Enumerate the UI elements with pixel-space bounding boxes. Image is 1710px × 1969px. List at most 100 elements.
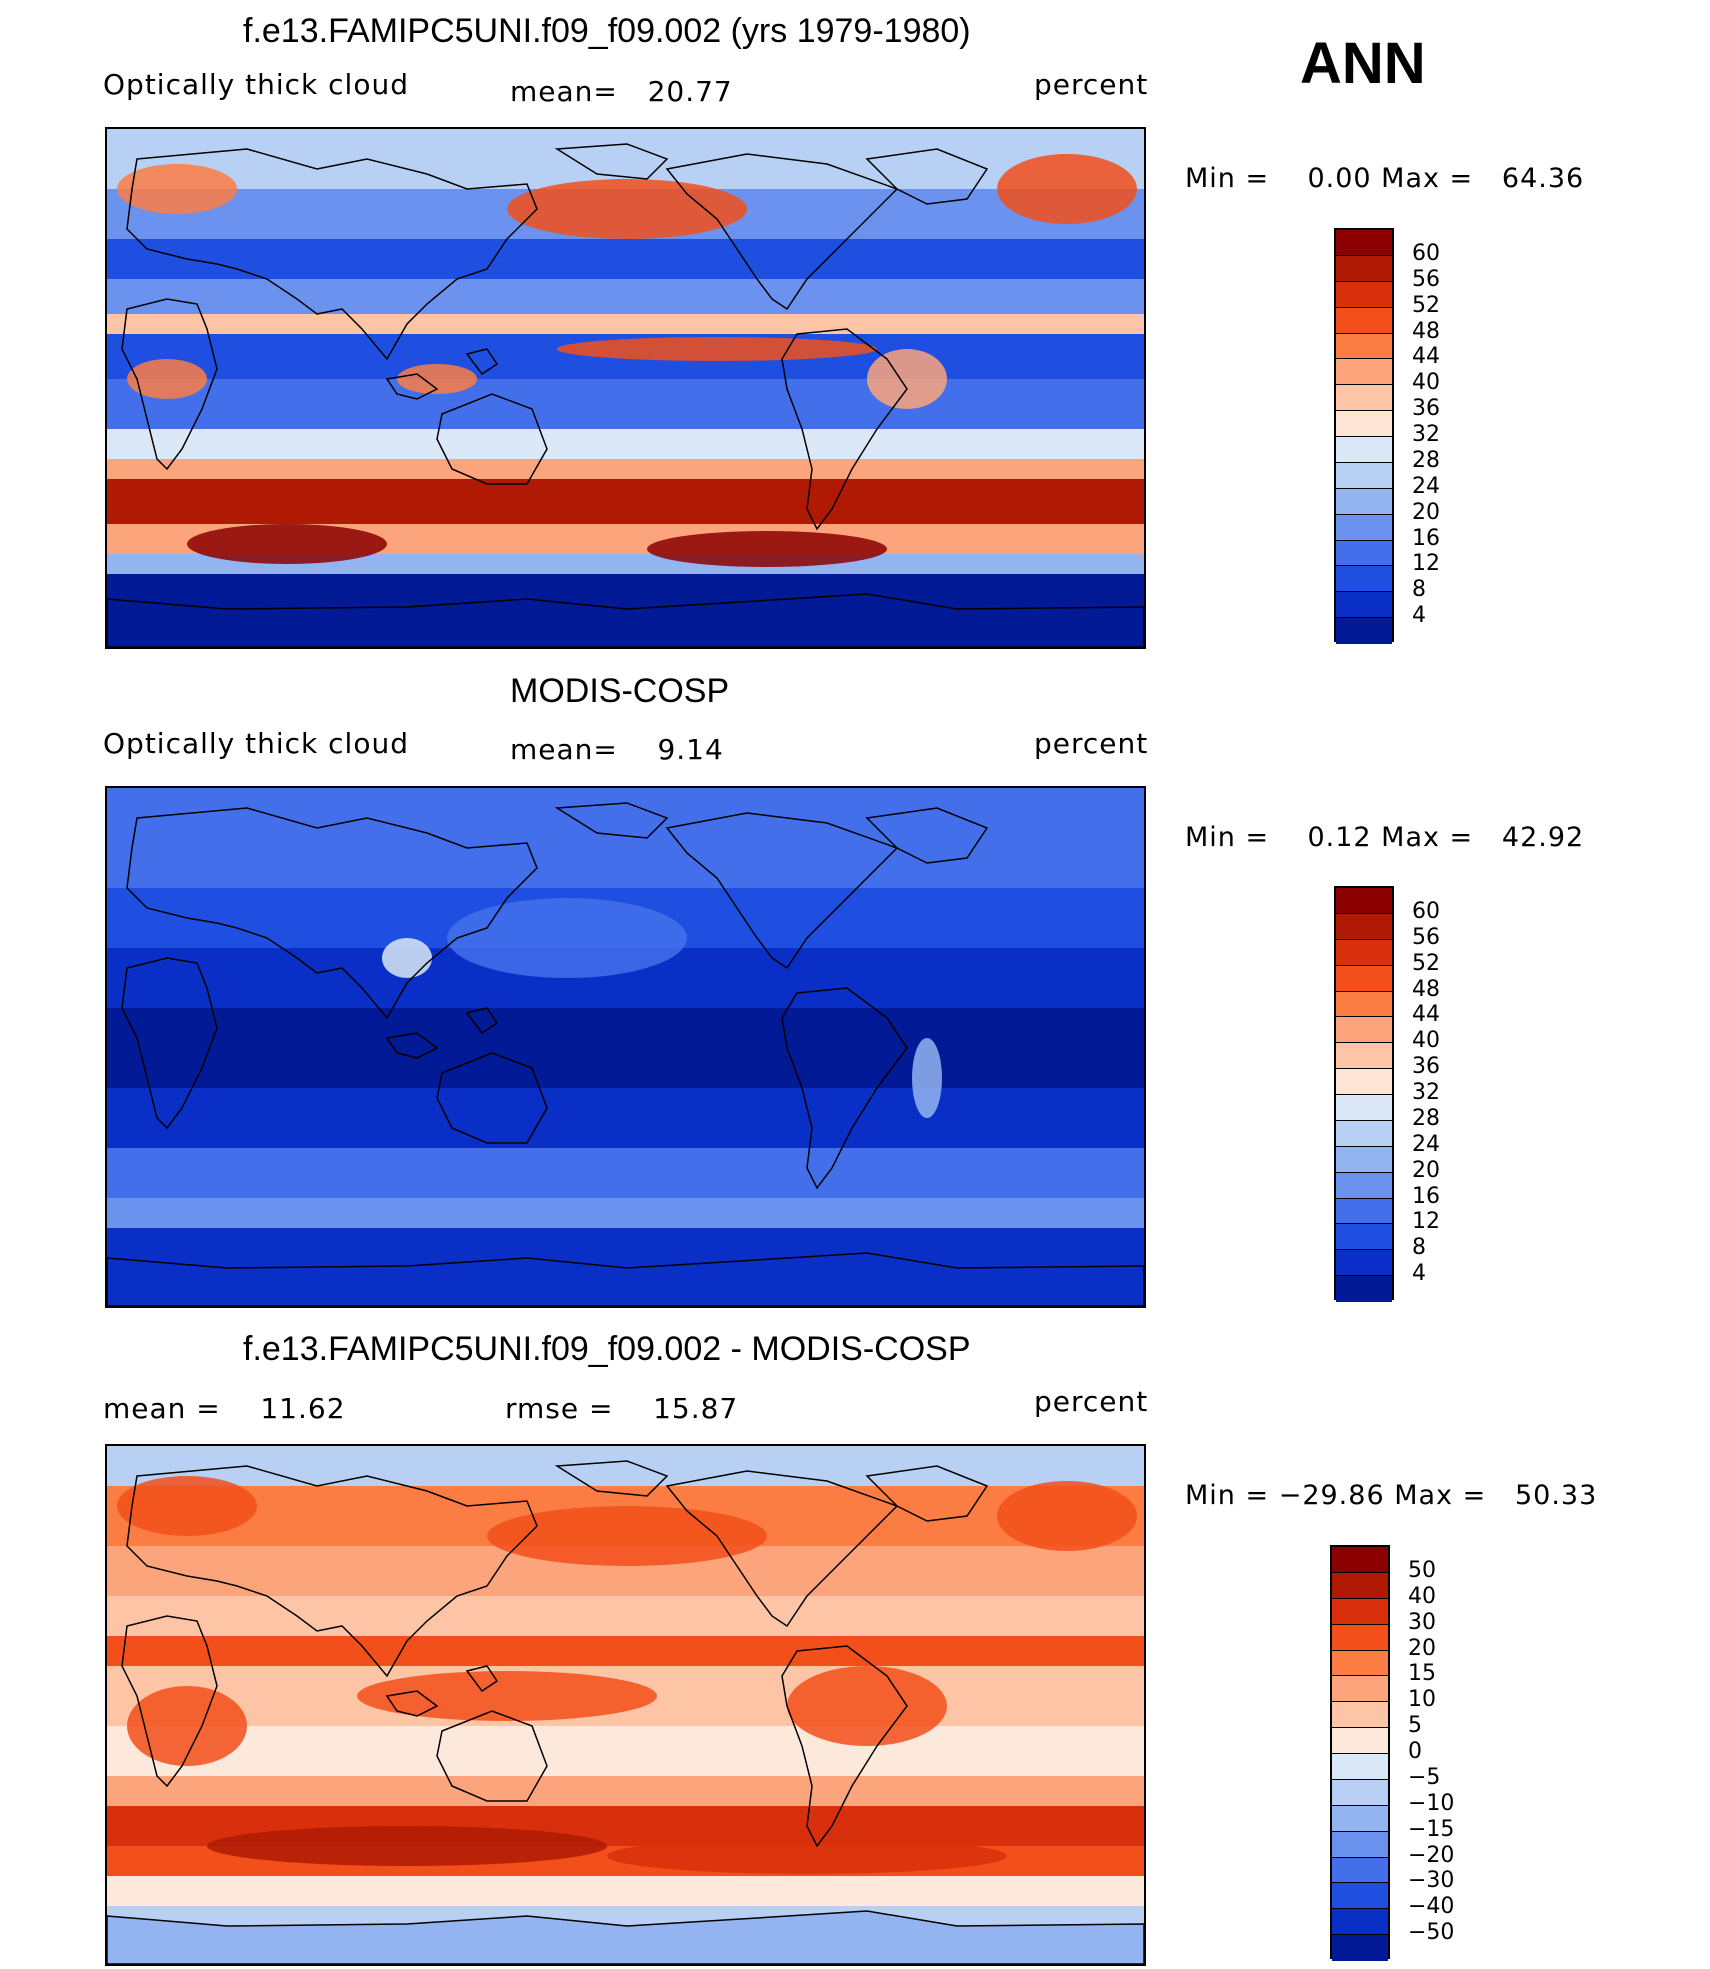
continent-outline	[126, 807, 538, 1020]
continent-outline	[554, 802, 669, 839]
panel-2-map	[105, 786, 1146, 1308]
colorbar-tick-label: 20	[1412, 499, 1440, 525]
colorbar-segment	[1336, 888, 1392, 914]
continent-outline	[781, 987, 908, 1190]
colorbar-tick-label: −10	[1408, 1790, 1455, 1816]
colorbar-segment	[1336, 1120, 1392, 1147]
colorbar-tick-label: 16	[1412, 525, 1440, 551]
colorbar-segment	[1336, 1198, 1392, 1225]
colorbar-segment	[1336, 1146, 1392, 1173]
cloud-field	[187, 524, 387, 564]
cloud-field	[207, 1826, 607, 1866]
colorbar-segment	[1336, 566, 1392, 593]
colorbar-segment	[1332, 1754, 1388, 1780]
zonal-band	[107, 1446, 1144, 1486]
colorbar-segment	[1336, 1069, 1392, 1095]
colorbar-segment	[1332, 1831, 1388, 1858]
continent-outline	[385, 373, 439, 400]
colorbar-tick-label: 52	[1412, 950, 1440, 976]
panel-1-mean: mean= 20.77	[510, 75, 733, 108]
continent-outline	[865, 807, 989, 864]
continent-outline	[554, 1460, 669, 1497]
panel-3-map-svg	[107, 1446, 1144, 1964]
continent-outline	[781, 328, 908, 531]
colorbar-tick-label: 40	[1412, 1028, 1440, 1054]
continent-outline	[465, 348, 499, 376]
colorbar-segment	[1336, 618, 1392, 644]
colorbar-tick-label: 50	[1408, 1557, 1436, 1583]
colorbar-segment	[1332, 1909, 1388, 1936]
cloud-field	[397, 364, 477, 394]
colorbar-tick-label: 10	[1408, 1687, 1436, 1713]
zonal-band	[107, 1198, 1144, 1228]
colorbar-tick-label: 32	[1412, 1080, 1440, 1105]
colorbar-segment	[1336, 540, 1392, 567]
colorbar-tick-label: 60	[1412, 898, 1440, 924]
continent-outline	[385, 1032, 439, 1059]
continent-outline	[554, 143, 669, 180]
cloud-field	[607, 1838, 1007, 1874]
zonal-band	[107, 788, 1144, 888]
colorbar-tick-label: 40	[1412, 370, 1440, 396]
colorbar-segment	[1336, 411, 1392, 437]
colorbar-tick-label: 56	[1412, 924, 1440, 950]
continent-outline	[665, 812, 899, 970]
cloud-field	[997, 1481, 1137, 1551]
colorbar-tick-label: 8	[1412, 1235, 1426, 1261]
cloud-field	[382, 938, 432, 978]
colorbar-segment	[1336, 462, 1392, 489]
cloud-field	[357, 1671, 657, 1721]
continent-outline	[385, 1690, 439, 1717]
colorbar-tick-label: −20	[1408, 1842, 1455, 1868]
panel-2-colorbar	[1334, 886, 1394, 1302]
colorbar-segment	[1336, 333, 1392, 360]
panel-1-map	[105, 127, 1146, 649]
cloud-field	[127, 1686, 247, 1766]
colorbar-tick-label: 36	[1412, 396, 1440, 422]
cloud-field	[117, 1476, 257, 1536]
colorbar-tick-label: −50	[1408, 1920, 1455, 1946]
zonal-band	[107, 1228, 1144, 1258]
colorbar-segment	[1332, 1702, 1388, 1729]
cloud-field	[487, 1506, 767, 1566]
continent-outline	[126, 1465, 538, 1678]
zonal-band	[107, 239, 1144, 279]
panel-1-units: percent	[1034, 68, 1149, 101]
colorbar-segment	[1336, 255, 1392, 282]
colorbar-segment	[1336, 1043, 1392, 1070]
colorbar-segment	[1332, 1624, 1388, 1651]
continent-outline	[107, 1252, 1144, 1306]
colorbar-tick-label: 5	[1408, 1713, 1422, 1739]
zonal-band	[107, 1008, 1144, 1088]
colorbar-segment	[1332, 1728, 1388, 1754]
panel-2-map-svg	[107, 788, 1144, 1306]
cloud-field	[507, 179, 747, 239]
colorbar-tick-label: 56	[1412, 266, 1440, 292]
colorbar-segment	[1336, 281, 1392, 308]
colorbar-tick-label: 44	[1412, 1002, 1440, 1028]
zonal-band	[107, 554, 1144, 574]
colorbar-segment	[1336, 307, 1392, 334]
continent-outline	[107, 593, 1144, 647]
colorbar-segment	[1332, 1779, 1388, 1806]
colorbar-tick-label: 28	[1412, 447, 1440, 473]
colorbar-segment	[1332, 1547, 1388, 1573]
zonal-band	[107, 1088, 1144, 1148]
colorbar-tick-label: 12	[1412, 551, 1440, 577]
zonal-band	[107, 379, 1144, 429]
colorbar-tick-label: 44	[1412, 344, 1440, 370]
colorbar-segment	[1332, 1883, 1388, 1910]
colorbar-tick-label: 30	[1408, 1609, 1436, 1635]
panel-2-minmax: Min = 0.12 Max = 42.92	[1185, 822, 1585, 853]
panel-2-variable-label: Optically thick cloud	[103, 727, 409, 760]
colorbar-tick-label: 24	[1412, 1131, 1440, 1157]
colorbar-segment	[1336, 230, 1392, 256]
continent-outline	[665, 1470, 899, 1628]
cloud-field	[997, 154, 1137, 224]
colorbar-segment	[1332, 1805, 1388, 1832]
continent-outline	[121, 1615, 218, 1788]
colorbar-tick-label: 48	[1412, 318, 1440, 344]
cloud-field	[912, 1038, 942, 1118]
zonal-band	[107, 459, 1144, 479]
cloud-field	[127, 359, 207, 399]
